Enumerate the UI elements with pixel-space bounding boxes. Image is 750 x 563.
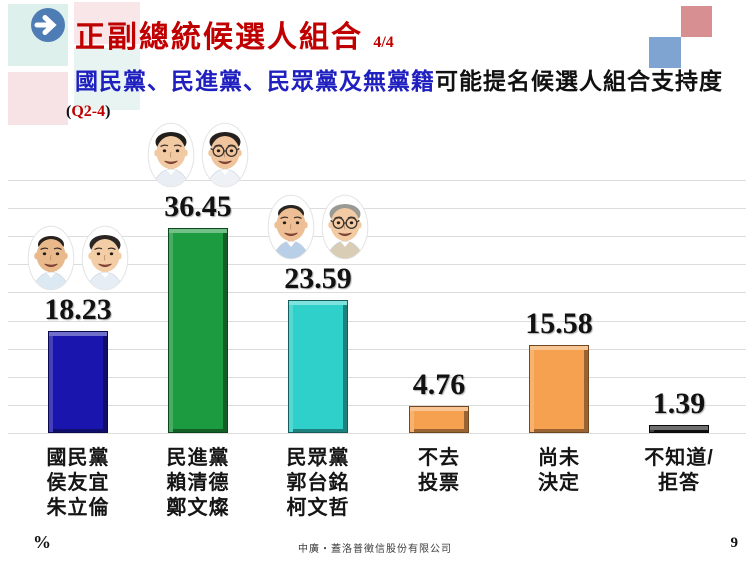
bar-5	[529, 345, 589, 433]
gridline	[8, 404, 746, 406]
category-label-line: 賴清德	[166, 472, 230, 494]
gridline	[8, 208, 746, 210]
bar-6	[649, 425, 709, 433]
category-label-line: 投票	[418, 472, 460, 494]
decor-top-right-rose-square	[681, 6, 712, 37]
category-label: 不去 投票	[369, 446, 509, 496]
gridline	[8, 180, 746, 181]
category-label: 民進黨 賴清德 鄭文燦	[128, 446, 268, 521]
category-label-line: 朱立倫	[46, 497, 110, 519]
category-label-line: 決定	[538, 472, 580, 494]
category-label-line: 民眾黨	[286, 447, 350, 469]
question-code: Q2-4	[71, 103, 106, 120]
gridline	[8, 236, 746, 238]
avatar	[81, 225, 129, 296]
bar-1	[48, 330, 108, 433]
gridline	[8, 348, 746, 350]
bar-value-label: 1.39	[652, 387, 706, 421]
avatar	[267, 194, 315, 265]
category-label-line: 侯友宜	[46, 472, 110, 494]
source-attribution: 中廣‧蓋洛普徵信股份有限公司	[298, 544, 452, 555]
avatar	[321, 194, 369, 265]
decor-top-right-blue-square	[649, 37, 681, 68]
category-label-line: 尚未	[538, 447, 580, 469]
decor-top-left-pink-block-2	[74, 2, 140, 44]
category-label: 不知道/拒答	[609, 446, 749, 496]
question-paren-open: (	[66, 103, 72, 120]
category-label-line: 民進黨	[166, 447, 230, 469]
gridline	[8, 292, 746, 294]
bar-4	[409, 406, 469, 433]
category-label-line: 不去	[418, 447, 460, 469]
page-title: 正副總統候選人組合 4/4	[75, 12, 394, 56]
chart-subtitle-parties: 國民黨、民進黨、民眾黨及無黨籍	[75, 68, 435, 94]
decor-top-left-cyan-block-2	[74, 48, 140, 110]
chart-subtitle: 國民黨、民進黨、民眾黨及無黨籍可能提名候選人組合支持度	[75, 62, 723, 96]
gridline	[8, 264, 746, 266]
gridline	[8, 376, 746, 378]
question-code-label: (Q2-4)	[66, 103, 110, 121]
candidate-avatars	[267, 194, 369, 265]
decor-top-left-pink-block	[8, 72, 68, 125]
category-label-line: 郭台銘	[286, 472, 350, 494]
category-label-line: 國民黨	[46, 447, 110, 469]
candidate-avatars	[147, 122, 249, 193]
bar-2	[168, 228, 228, 433]
candidate-avatars	[27, 225, 129, 296]
category-label: 民眾黨 郭台銘 柯文哲	[248, 446, 388, 521]
category-label-line: 鄭文燦	[166, 497, 230, 519]
bar-value-label: 18.23	[44, 292, 112, 326]
chart-subtitle-rest: 可能提名候選人組合支持度	[435, 68, 723, 94]
avatar	[201, 122, 249, 193]
avatar	[147, 122, 195, 193]
category-label-line: 柯文哲	[286, 497, 350, 519]
bar-value-label: 4.76	[412, 368, 466, 402]
arrow-right-icon	[30, 7, 66, 43]
category-label: 國民黨 侯友宜 朱立倫	[8, 446, 148, 521]
avatar	[27, 225, 75, 296]
page-number: 9	[730, 535, 739, 551]
page-title-counter: 4/4	[373, 34, 394, 51]
bar-3	[288, 300, 348, 433]
unit-label: %	[33, 532, 51, 552]
question-paren-close: )	[105, 103, 111, 120]
bar-value-label: 36.45	[164, 190, 232, 224]
bar-value-label: 23.59	[284, 262, 352, 296]
category-label-line: 不知道/	[644, 447, 714, 469]
gridline	[8, 320, 746, 322]
bar-value-label: 15.58	[525, 307, 593, 341]
category-label: 尚未 決定	[489, 446, 629, 496]
category-label-line: 拒答	[658, 472, 700, 494]
gridline	[8, 433, 746, 434]
page-title-text: 正副總統候選人組合	[75, 21, 363, 54]
